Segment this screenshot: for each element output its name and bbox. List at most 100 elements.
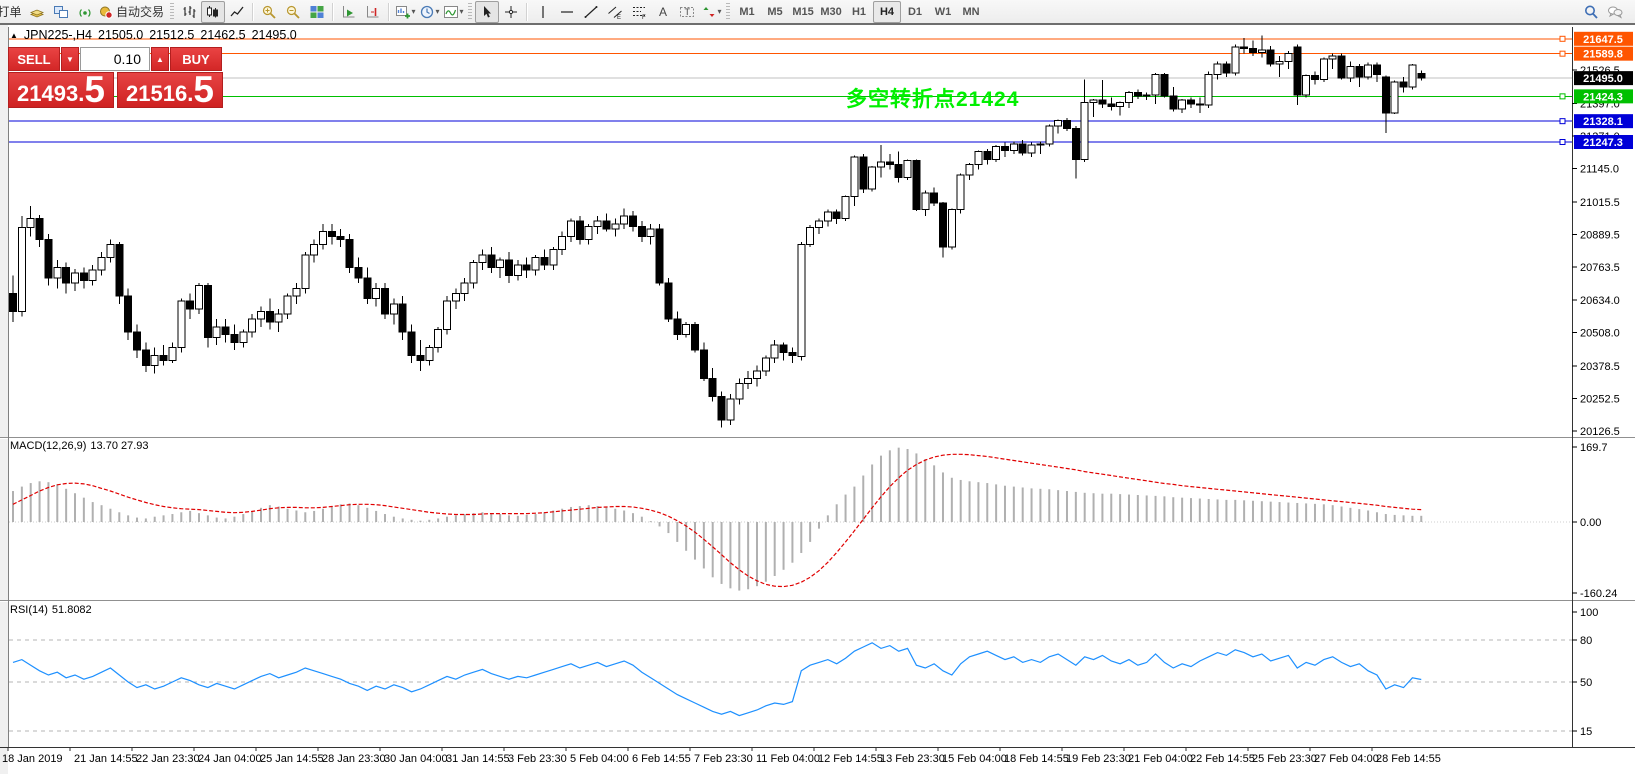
ohlc-open: 21505.0 [98, 28, 144, 42]
text-icon[interactable]: A [651, 1, 675, 23]
new-order-icon[interactable] [25, 1, 49, 23]
svg-text:18 Feb 14:55: 18 Feb 14:55 [1004, 753, 1069, 765]
candle [496, 259, 505, 269]
candle [124, 295, 133, 333]
charts-window-icon[interactable] [49, 1, 73, 23]
toolbar-gripper [468, 2, 473, 21]
candle [1257, 49, 1266, 53]
timeframe-m5-button[interactable]: M5 [767, 5, 783, 18]
fibonacci-icon[interactable]: F [627, 1, 651, 23]
bar-chart-icon[interactable] [177, 1, 201, 23]
macd-title: MACD(12,26,9) [10, 440, 87, 452]
line-handle [1559, 93, 1566, 100]
candle [1293, 46, 1302, 96]
svg-text:24 Jan 04:00: 24 Jan 04:00 [198, 753, 262, 765]
svg-text:E: E [617, 15, 621, 20]
candle [1355, 66, 1364, 78]
candle [522, 264, 531, 271]
svg-text:21 Feb 04:00: 21 Feb 04:00 [1128, 753, 1193, 765]
candle [646, 228, 655, 238]
candle [699, 349, 708, 380]
new-chart-icon[interactable]: ▾ [393, 1, 417, 23]
candle [1186, 99, 1195, 105]
chart-symbol: JPN225-,H4 [23, 28, 93, 42]
svg-text:21589.8: 21589.8 [1583, 49, 1623, 61]
sell-price[interactable]: 21493 . 5 [8, 72, 114, 108]
buy-button[interactable]: BUY [170, 47, 222, 71]
candle [947, 209, 956, 248]
line-chart-icon[interactable] [225, 1, 249, 23]
crosshair [505, 5, 518, 18]
candle [434, 329, 443, 349]
trendline-icon[interactable] [579, 1, 603, 23]
timeframe-mn-button[interactable]: MN [962, 5, 980, 18]
svg-text:13 Feb 23:30: 13 Feb 23:30 [880, 753, 945, 765]
svg-text:31 Jan 14:55: 31 Jan 14:55 [446, 753, 510, 765]
search-icon[interactable] [1579, 1, 1603, 23]
autotrade-button[interactable]: 自动交易 [97, 1, 167, 23]
timeframe-h4-button[interactable]: H4 [873, 0, 902, 23]
candle [451, 292, 460, 302]
vertical-line-icon[interactable] [531, 1, 555, 23]
candle [1248, 47, 1257, 53]
chart-canvas[interactable]: 21526.521397.021271.021145.021015.520889… [0, 25, 1635, 774]
profiles-icon[interactable]: ▾ [417, 1, 441, 23]
crosshair-icon[interactable] [499, 1, 523, 23]
candle [460, 282, 469, 294]
candle [965, 164, 974, 176]
candle [345, 238, 354, 269]
tiles [310, 5, 324, 18]
candle [637, 225, 646, 238]
zoom-in-icon[interactable] [257, 1, 281, 23]
timeframe-w1-button[interactable]: W1 [934, 5, 952, 18]
candle [336, 236, 345, 240]
candle [79, 272, 88, 282]
svg-text:5 Feb 04:00: 5 Feb 04:00 [570, 753, 629, 765]
channel-icon[interactable]: E [603, 1, 627, 23]
svg-text:169.7: 169.7 [1580, 442, 1608, 454]
volume-input[interactable] [80, 47, 150, 71]
svg-text:20126.5: 20126.5 [1580, 426, 1620, 438]
zoomout [286, 5, 300, 19]
timeframe-d1-button[interactable]: D1 [907, 5, 923, 18]
price-levels-layer [9, 38, 1572, 143]
candle [770, 344, 779, 359]
text-label-icon[interactable]: T [675, 1, 699, 23]
svg-text:18 Jan 2019: 18 Jan 2019 [2, 753, 63, 765]
macd-panel [9, 447, 1572, 591]
sell-button[interactable]: SELL [8, 47, 60, 71]
tile-windows-icon[interactable] [305, 1, 329, 23]
timeframe-m1-button[interactable]: M1 [739, 5, 755, 18]
buy-price[interactable]: 21516 . 5 [117, 72, 223, 108]
price-axis[interactable]: 21526.521397.021271.021145.021015.520889… [1559, 31, 1633, 738]
timeframe-h1-button[interactable]: H1 [851, 5, 867, 18]
candle [442, 300, 451, 331]
sell-price-main: 21493 [17, 81, 79, 106]
timeframe-m30-button[interactable]: M30 [820, 5, 842, 18]
zoom-out-icon[interactable] [281, 1, 305, 23]
candle [628, 215, 637, 227]
chat-icon[interactable] [1603, 1, 1627, 23]
line-handle [1559, 50, 1566, 57]
order-button[interactable]: 打单 [0, 5, 22, 19]
candlestick-chart-icon[interactable] [201, 0, 226, 23]
cursor-icon[interactable] [475, 0, 500, 23]
autoscroll-icon[interactable] [337, 1, 361, 23]
candle [1080, 102, 1089, 160]
chart-shift-icon[interactable] [361, 1, 385, 23]
rsi-values: 51.8082 [51, 604, 92, 616]
arrows-icon[interactable]: ▾ [699, 1, 723, 23]
candle [53, 267, 62, 279]
candle [611, 223, 620, 230]
candle [1328, 55, 1337, 60]
candle [150, 354, 159, 367]
candle [1089, 99, 1098, 104]
timeframe-m15-button[interactable]: M15 [792, 5, 814, 18]
signal-icon[interactable] [73, 1, 97, 23]
volume-increase-button[interactable]: ▲ [151, 47, 169, 71]
candle [1151, 73, 1160, 96]
volume-decrease-button[interactable]: ▼ [61, 47, 79, 71]
horizontal-line-icon[interactable] [555, 1, 579, 23]
indicator-list-icon[interactable]: ▾ [441, 1, 465, 23]
